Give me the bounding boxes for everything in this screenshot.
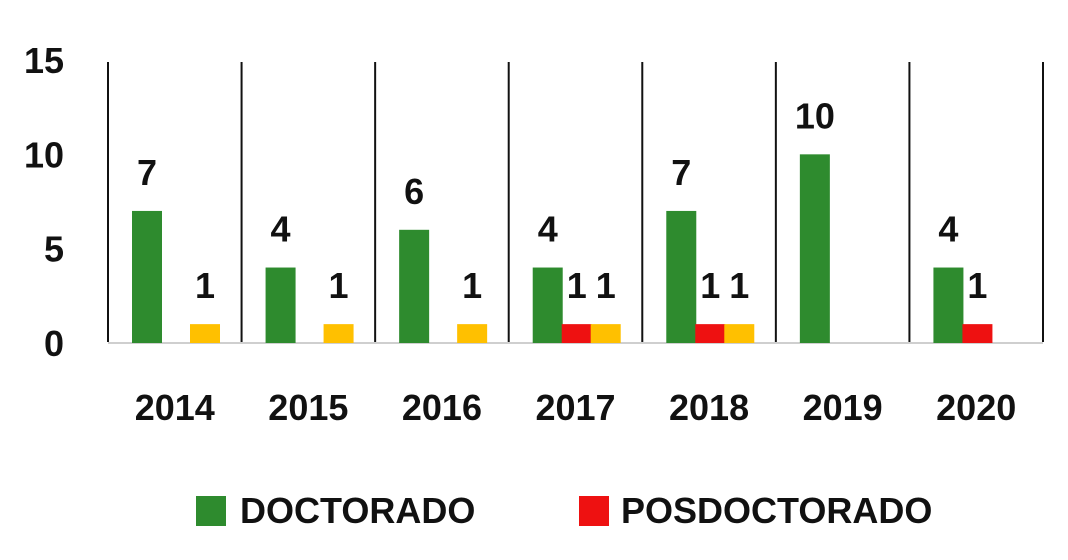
data-label: 1 xyxy=(967,265,987,306)
data-label: 7 xyxy=(137,152,157,193)
x-axis-ticks: 2014 2015 2016 2017 2018 2019 2020 xyxy=(135,387,1017,428)
legend-label: POSDOCTORADO xyxy=(621,490,932,531)
y-axis-ticks: 0 5 10 15 xyxy=(24,40,64,364)
bar-doctorado-2015 xyxy=(265,267,296,343)
bar-posdoctorado-2017 xyxy=(561,324,592,343)
x-tick-label: 2020 xyxy=(936,387,1016,428)
legend-swatch xyxy=(579,496,609,526)
bar-posdoctorado-2020 xyxy=(962,324,993,343)
y-tick-label: 10 xyxy=(24,134,64,175)
bar-doctorado-2017 xyxy=(532,267,563,343)
data-label: 1 xyxy=(729,265,749,306)
data-label: 1 xyxy=(700,265,720,306)
bar-doctorado-2016 xyxy=(399,229,430,343)
bar-doctorado-2014 xyxy=(132,210,162,343)
legend-item: DOCTORADO xyxy=(196,490,475,531)
x-tick-label: 2016 xyxy=(402,387,482,428)
bars xyxy=(132,154,993,343)
y-tick-label: 5 xyxy=(44,229,64,270)
bar-series-3-2014 xyxy=(190,324,220,343)
bar-doctorado-2018 xyxy=(666,210,697,343)
y-tick-label: 15 xyxy=(24,40,64,81)
x-tick-label: 2015 xyxy=(268,387,348,428)
x-tick-label: 2014 xyxy=(135,387,215,428)
y-tick-label: 0 xyxy=(44,323,64,364)
bar-series-3-2016 xyxy=(457,324,488,343)
legend: DOCTORADO POSDOCTORADO xyxy=(196,490,932,531)
bar-series-3-2017 xyxy=(590,324,621,343)
data-label: 4 xyxy=(271,209,291,250)
data-label: 4 xyxy=(938,209,958,250)
x-tick-label: 2017 xyxy=(535,387,615,428)
bar-doctorado-2019 xyxy=(799,154,830,343)
data-label: 6 xyxy=(404,171,424,212)
x-tick-label: 2019 xyxy=(803,387,883,428)
data-label: 1 xyxy=(596,265,616,306)
data-label: 1 xyxy=(462,265,482,306)
bar-doctorado-2020 xyxy=(933,267,964,343)
data-label: 4 xyxy=(538,209,558,250)
data-label: 1 xyxy=(195,265,215,306)
x-tick-label: 2018 xyxy=(669,387,749,428)
bar-series-3-2015 xyxy=(323,324,354,343)
data-label: 1 xyxy=(329,265,349,306)
data-label: 1 xyxy=(567,265,587,306)
legend-swatch xyxy=(196,496,226,526)
data-label: 7 xyxy=(671,152,691,193)
bar-posdoctorado-2018 xyxy=(695,324,726,343)
category-separators xyxy=(107,62,1044,342)
legend-label: DOCTORADO xyxy=(240,490,475,531)
bar-series-3-2018 xyxy=(724,324,755,343)
legend-item: POSDOCTORADO xyxy=(579,490,932,531)
data-label: 10 xyxy=(795,95,835,136)
